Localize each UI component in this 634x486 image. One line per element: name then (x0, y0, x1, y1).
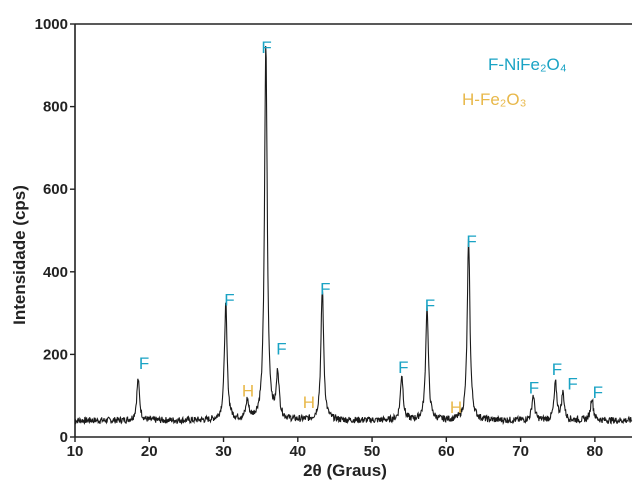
y-axis-label: Intensidade (cps) (10, 185, 29, 325)
x-tick-label: 30 (215, 443, 232, 460)
peak-label-f: F (276, 339, 286, 358)
y-tick-label: 1000 (35, 16, 68, 33)
peak-label-h: H (242, 382, 254, 401)
legend-entry-fe2o3: H-Fe₂O₃ (462, 90, 527, 109)
y-tick-label: 800 (43, 99, 68, 116)
x-tick-label: 60 (438, 443, 455, 460)
peak-label-f: F (139, 354, 149, 373)
axis-ticks (70, 23, 596, 442)
plot-frame (74, 23, 632, 438)
y-tick-label: 600 (43, 181, 68, 198)
peak-label-h: H (450, 398, 462, 417)
xrd-pattern-line (74, 45, 633, 426)
peak-label-f: F (425, 296, 435, 315)
x-axis-label: 2θ (Graus) (303, 461, 387, 480)
y-tick-label: 400 (43, 264, 68, 281)
legend: F-NiFe₂O₄ H-Fe₂O₃ (462, 55, 567, 109)
x-tick-label: 10 (67, 443, 84, 460)
peak-label-f: F (552, 360, 562, 379)
series-group (74, 45, 633, 426)
peak-label-f: F (529, 379, 539, 398)
y-tick-label: 200 (43, 346, 68, 363)
peak-label-f: F (398, 358, 408, 377)
x-tick-label: 70 (512, 443, 529, 460)
peak-label-f: F (261, 38, 271, 57)
peak-label-h: H (303, 393, 315, 412)
x-tick-label: 50 (364, 443, 381, 460)
x-tick-label: 20 (141, 443, 158, 460)
x-tick-label: 40 (289, 443, 306, 460)
x-tick-label: 80 (587, 443, 604, 460)
peak-label-f: F (224, 291, 234, 310)
legend-entry-nife2o4: F-NiFe₂O₄ (488, 55, 567, 74)
peak-label-f: F (567, 375, 577, 394)
peak-label-f: F (320, 280, 330, 299)
y-tick-label: 0 (60, 429, 68, 446)
peak-label-f: F (466, 232, 476, 251)
peak-label-f: F (593, 383, 603, 402)
